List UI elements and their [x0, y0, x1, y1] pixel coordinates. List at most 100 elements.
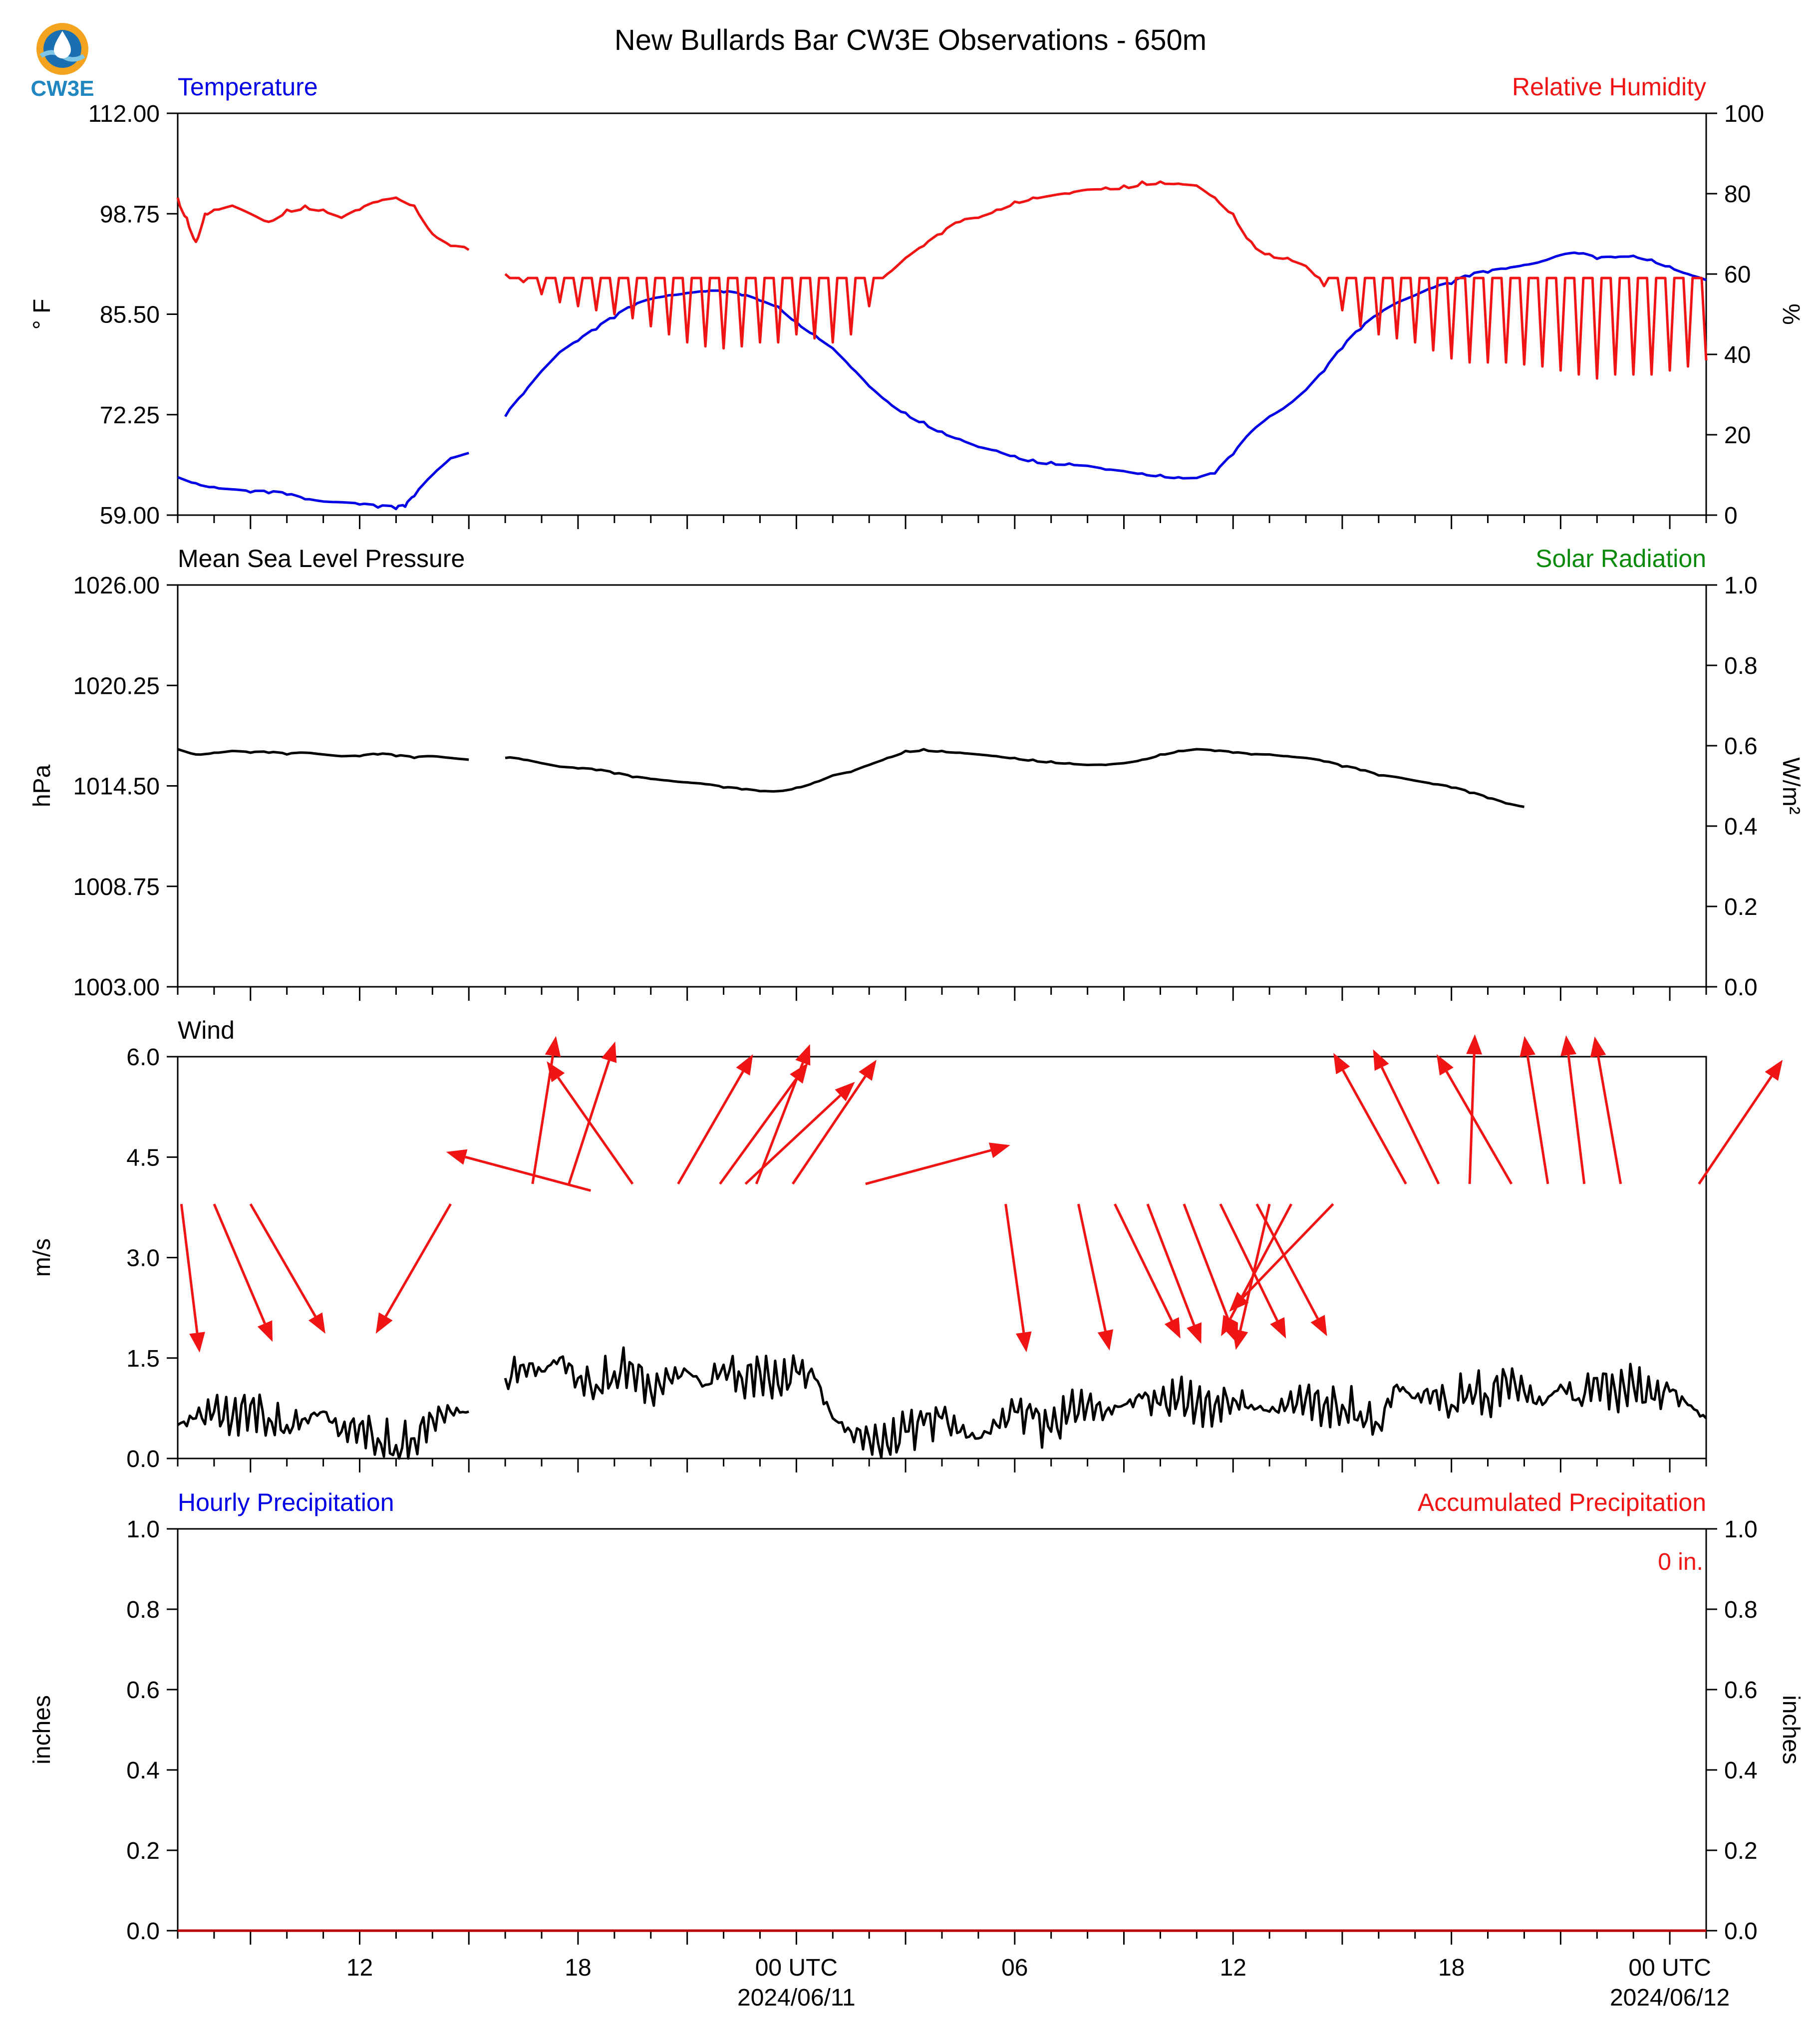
figure-title: New Bullards Bar CW3E Observations - 650… — [614, 24, 1207, 56]
wind-arrow-head — [446, 1149, 468, 1165]
panel-title-right: Relative Humidity — [1512, 73, 1706, 101]
wind-arrow-head — [1270, 1317, 1286, 1339]
plot-frame — [177, 1056, 1707, 1459]
wind-arrow — [180, 1203, 199, 1333]
x-tick-label: 18 — [1438, 1955, 1465, 1981]
logo-text: CW3E — [30, 76, 94, 101]
wind-arrow-head — [1310, 1315, 1327, 1337]
series-line-temperature — [177, 452, 469, 511]
y-tick-label-left: 0.0 — [126, 1446, 160, 1472]
wind-arrow — [531, 1055, 554, 1184]
y-tick-label-right: 1.0 — [1724, 573, 1758, 599]
plot-frame — [177, 1528, 1707, 1932]
logo-drop-icon — [54, 31, 71, 58]
plot-frame — [177, 584, 1707, 988]
panel-title-left: Temperature — [178, 73, 318, 101]
wind-arrow — [384, 1203, 452, 1317]
series-line-temperature — [504, 251, 1707, 480]
wind-arrow — [1445, 1071, 1513, 1185]
wind-arrow — [677, 1071, 744, 1185]
x-tick-label: 12 — [1220, 1955, 1246, 1981]
wind-arrow — [1242, 1203, 1334, 1298]
wind-arrow-head — [835, 1082, 855, 1102]
wind-arrow-head — [1187, 1322, 1202, 1344]
wind-arrow-head — [988, 1143, 1010, 1159]
wind-arrow — [1077, 1203, 1107, 1332]
wind-arrow — [1114, 1203, 1173, 1321]
y-tick-label-right: 0.6 — [1724, 1677, 1758, 1704]
y-tick-label-right: 0 — [1724, 503, 1738, 529]
wind-arrow — [465, 1156, 592, 1192]
wind-arrow — [719, 1078, 798, 1185]
wind-arrow-head — [1097, 1329, 1114, 1351]
x-tick-label: 18 — [565, 1955, 591, 1981]
wind-arrow — [1698, 1075, 1773, 1185]
y-tick-label-left: 3.0 — [126, 1245, 160, 1272]
wind-arrow-head — [1519, 1036, 1535, 1057]
y-tick-label-right: 0.8 — [1724, 1597, 1758, 1623]
x-tick-date-label: 2024/06/12 — [1610, 1985, 1730, 2011]
wind-arrow-head — [601, 1041, 617, 1063]
wind-arrow — [1004, 1203, 1025, 1333]
panel-title-left: Wind — [178, 1016, 235, 1044]
y-axis-label-left: inches — [29, 1695, 55, 1764]
y-tick-label-left: 4.5 — [126, 1145, 160, 1171]
series-line-relative-humidity — [176, 196, 470, 251]
y-tick-label-right: 1.0 — [1724, 1516, 1758, 1543]
series-line-mean-sea-level-pressure — [505, 748, 1524, 808]
series-line-wind-speed — [504, 1346, 1707, 1459]
wind-arrow-head — [1765, 1060, 1783, 1081]
x-tick-label: 00 UTC — [755, 1955, 838, 1981]
x-tick-label: 12 — [346, 1955, 373, 1981]
wind-arrow — [744, 1094, 842, 1185]
wind-arrow — [1380, 1067, 1440, 1185]
wind-arrow-head — [375, 1312, 393, 1334]
wind-arrow-head — [189, 1332, 205, 1353]
y-tick-label-right: 80 — [1724, 181, 1751, 208]
wind-arrow — [792, 1075, 867, 1185]
x-tick-label: 06 — [1001, 1955, 1028, 1981]
wind-arrow — [1146, 1203, 1196, 1326]
series-line-mean-sea-level-pressure — [177, 748, 469, 761]
wind-arrow — [1567, 1055, 1586, 1184]
series-line-relative-humidity — [504, 180, 1708, 380]
wind-arrow-head — [1015, 1331, 1032, 1353]
wind-arrow-head — [1164, 1317, 1181, 1339]
y-axis-label-left: ° F — [29, 299, 55, 330]
y-tick-label-left: 1003.00 — [73, 974, 160, 1001]
y-tick-label-right: 0.0 — [1724, 974, 1758, 1001]
wind-arrow-head — [545, 1036, 561, 1057]
wind-arrow — [755, 1062, 804, 1184]
y-tick-label-left: 112.00 — [88, 101, 160, 127]
y-tick-label-left: 0.8 — [126, 1597, 160, 1623]
y-tick-label-right: 0.4 — [1724, 1757, 1758, 1784]
wind-arrow-head — [1590, 1036, 1606, 1058]
wind-arrow-head — [308, 1312, 325, 1334]
y-tick-label-right: 100 — [1724, 101, 1764, 127]
y-tick-label-right: 0.0 — [1724, 1918, 1758, 1945]
wind-arrow-head — [1229, 1292, 1249, 1312]
wind-arrow — [1239, 1203, 1271, 1331]
wind-arrow — [865, 1149, 991, 1185]
wind-arrow-head — [547, 1061, 565, 1083]
y-tick-label-right: 0.6 — [1724, 733, 1758, 760]
y-axis-label-left: m/s — [29, 1238, 55, 1277]
y-tick-label-right: 40 — [1724, 342, 1751, 368]
panel-title-left: Mean Sea Level Pressure — [178, 545, 465, 573]
wind-arrow-head — [1232, 1328, 1248, 1350]
wind-arrow-head — [1373, 1049, 1389, 1071]
y-axis-label-right: inches — [1778, 1695, 1804, 1764]
y-axis-label-right: W/m² — [1778, 757, 1804, 815]
y-tick-label-left: 6.0 — [126, 1044, 160, 1071]
y-tick-label-right: 0.2 — [1724, 1838, 1758, 1864]
wind-arrow-head — [1466, 1034, 1483, 1055]
y-axis-label-left: hPa — [29, 764, 55, 807]
x-tick-date-label: 2024/06/11 — [737, 1985, 856, 2011]
y-tick-label-left: 59.00 — [100, 503, 160, 529]
y-axis-label-right: % — [1778, 303, 1804, 325]
x-tick-label: 00 UTC — [1628, 1955, 1711, 1981]
y-tick-label-left: 98.75 — [100, 201, 160, 228]
panels: 112.00 98.75 85.50 72.25 59.00 100 80 60 40 20 0 Te… — [29, 73, 1804, 2011]
wind-arrow-head — [1560, 1035, 1576, 1056]
cw3e-logo: CW3E — [30, 23, 94, 101]
